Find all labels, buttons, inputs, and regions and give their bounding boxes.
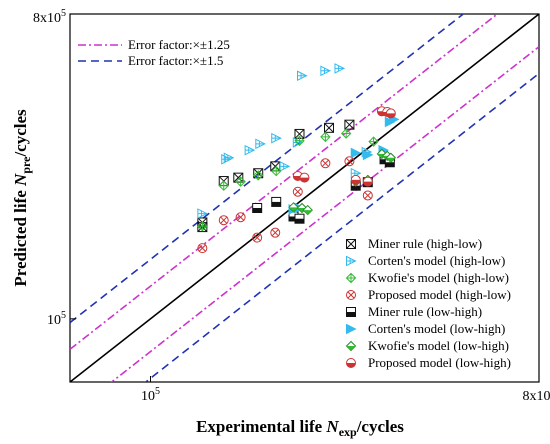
point-s0-6 — [324, 122, 335, 133]
point-s1-0 — [197, 208, 208, 219]
x-axis-label-var: N — [325, 417, 339, 436]
legend-label-3: Proposed model (high-low) — [368, 287, 511, 302]
error-bands — [70, 14, 539, 382]
point-s3-7 — [344, 156, 355, 167]
legend-marker-3 — [346, 290, 356, 300]
band-legend-label-0: Error factor:×±1.25 — [128, 37, 230, 52]
point-s7-2 — [350, 174, 361, 185]
x-axis-label-tail: /cycles — [356, 417, 405, 436]
legend-marker-1 — [346, 255, 357, 267]
point-s4-1 — [271, 196, 282, 207]
legend-label-4: Miner rule (low-high) — [368, 304, 482, 319]
y-axis-label-tail: /cycles — [11, 109, 30, 158]
point-s2-0 — [197, 221, 208, 232]
y-axis-label: Predicted life Npre/cycles — [11, 109, 33, 287]
data-points — [197, 63, 400, 254]
point-s1-8 — [296, 70, 308, 82]
point-s2-5 — [294, 135, 305, 146]
y-axis-label-sub: pre — [19, 156, 33, 174]
point-s1-5 — [271, 132, 282, 144]
error-band-line-1-lower — [144, 72, 539, 382]
point-s0-7 — [344, 119, 355, 130]
svg-text:Predicted life Npre/cycles: Predicted life Npre/cycles — [11, 109, 33, 287]
legend-label-6: Kwofie's model (low-high) — [368, 338, 509, 353]
point-s6-2 — [302, 204, 313, 216]
point-s5-3 — [362, 149, 374, 161]
error-band-line-0-lower — [110, 46, 539, 382]
axis-ticks: 105 8x105 105 8x105 — [33, 8, 550, 404]
legend-marker-6 — [345, 340, 357, 352]
x-axis-label: Experimental life Nexp/cycles — [196, 417, 404, 439]
point-s2-2 — [235, 176, 246, 187]
point-s7-3 — [362, 176, 373, 187]
legend-marker-5 — [346, 323, 357, 335]
legend-label-2: Kwofie's model (high-low) — [368, 270, 509, 285]
point-s3-2 — [235, 212, 246, 223]
point-s0-2 — [233, 172, 244, 183]
x-axis-label-sub: exp — [339, 425, 357, 439]
point-s2-7 — [340, 128, 352, 139]
legend-marker-7 — [346, 358, 356, 368]
y-tick-label-0: 105 — [47, 310, 66, 328]
x-tick-label-0: 105 — [141, 386, 160, 404]
point-s2-6 — [320, 131, 331, 143]
point-s7-6 — [385, 108, 396, 119]
error-band-line-1-upper — [70, 14, 465, 324]
point-s2-3 — [253, 170, 264, 181]
error-band-line-0-upper — [70, 14, 499, 350]
svg-text:Experimental life Nexp/cycles: Experimental life Nexp/cycles — [196, 417, 404, 439]
x-tick-label-1: 8x105 — [523, 386, 550, 404]
point-s5-2 — [350, 147, 362, 159]
point-s3-4 — [270, 227, 281, 238]
point-s2-4 — [271, 165, 282, 177]
point-s1-3 — [244, 144, 256, 156]
legend-label-7: Proposed model (low-high) — [368, 355, 511, 370]
legend-marker-0 — [346, 239, 356, 249]
y-axis-label-main: Predicted life — [11, 186, 30, 287]
point-s1-10 — [334, 63, 346, 74]
point-s1-6 — [279, 161, 291, 172]
point-s3-5 — [292, 186, 303, 197]
point-s4-0 — [252, 202, 263, 213]
series-legend: Miner rule (high-low) Corten's model (hig… — [345, 236, 511, 370]
one-to-one-line — [70, 14, 539, 382]
point-s1-9 — [320, 65, 331, 77]
y-axis-label-var: N — [11, 173, 30, 187]
point-s2-8 — [368, 136, 379, 147]
legend-marker-2 — [345, 272, 357, 284]
point-s2-1 — [218, 180, 229, 191]
point-s3-1 — [218, 215, 229, 226]
point-s3-6 — [320, 158, 331, 169]
point-s3-8 — [362, 190, 373, 201]
x-axis-label-main: Experimental life — [196, 417, 326, 436]
legend-marker-4 — [346, 307, 356, 317]
point-s3-0 — [197, 243, 208, 254]
point-s6-0 — [288, 202, 299, 213]
point-s7-1 — [299, 172, 310, 183]
y-tick-label-1: 8x105 — [33, 8, 66, 26]
point-s4-3 — [294, 213, 305, 224]
legend-label-5: Corten's model (low-high) — [368, 321, 505, 336]
band-legend-label-1: Error factor:×±1.5 — [128, 53, 223, 68]
legend-label-1: Corten's model (high-low) — [368, 253, 505, 268]
point-s1-2 — [223, 152, 235, 164]
point-s6-7 — [385, 152, 397, 163]
legend-label-0: Miner rule (high-low) — [368, 236, 482, 251]
point-s1-4 — [255, 138, 266, 150]
point-s3-3 — [252, 232, 263, 243]
